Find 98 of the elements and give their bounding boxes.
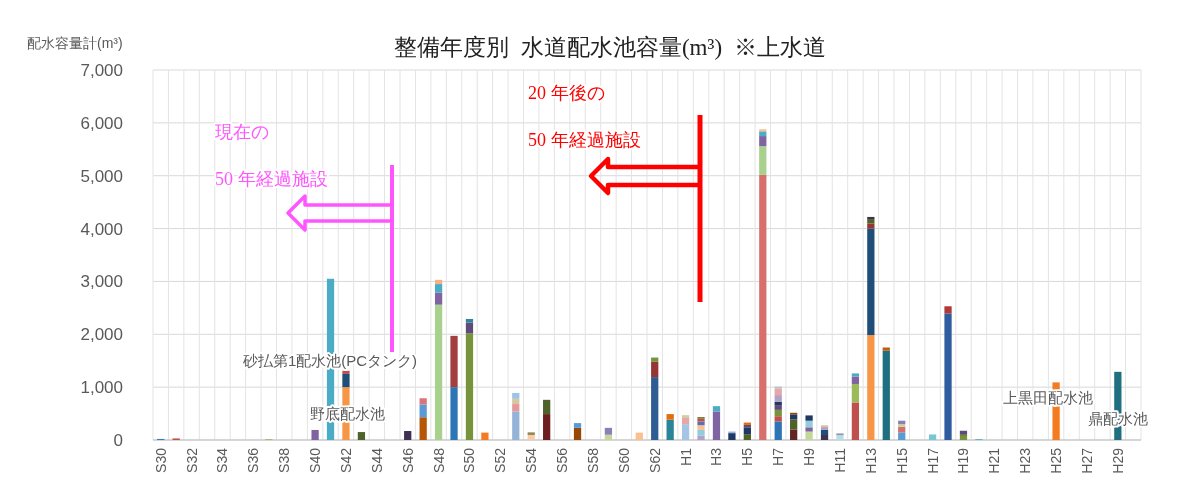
bar	[512, 411, 520, 440]
bar	[759, 131, 767, 137]
x-tick-label: S56	[554, 447, 571, 473]
bar	[928, 434, 937, 440]
bar	[774, 395, 782, 402]
bar	[543, 414, 551, 440]
y-tick-label: 1,000	[80, 378, 123, 398]
bar	[651, 357, 659, 362]
bar	[419, 417, 427, 440]
x-tick-label: H15	[893, 447, 910, 474]
x-tick-label: H17	[924, 447, 941, 474]
x-tick-label: S60	[615, 447, 632, 473]
x-tick-label: S54	[523, 447, 540, 473]
bar	[450, 387, 458, 440]
annotation: 50 年経過施設	[215, 169, 328, 189]
bar	[681, 424, 690, 440]
y-tick-label: 2,000	[80, 325, 123, 345]
x-tick-label: S48	[430, 447, 447, 473]
x-tick-label: S36	[245, 447, 262, 473]
bar	[697, 429, 705, 436]
bar	[419, 398, 427, 405]
x-tick-label: S42	[337, 447, 354, 473]
bar	[604, 427, 613, 435]
x-tick-label: H21	[986, 447, 1003, 474]
bar	[882, 347, 890, 351]
x-tick-label: S62	[646, 447, 663, 473]
y-tick-label: 4,000	[80, 219, 123, 239]
annotation: 50 年経過施設	[528, 130, 641, 150]
x-tick-label: H3	[708, 447, 725, 466]
x-tick-label: H5	[739, 447, 756, 466]
x-tick-label: S30	[152, 447, 169, 473]
x-tick-label: S58	[584, 447, 601, 473]
x-tick-label: H19	[955, 447, 972, 474]
bar	[959, 435, 968, 440]
x-tick-label: S52	[492, 447, 509, 473]
y-tick-label: 7,000	[80, 61, 123, 80]
bar	[666, 419, 674, 440]
bar	[867, 223, 875, 229]
x-tick-label: H7	[770, 447, 787, 466]
bar	[450, 335, 458, 388]
x-tick-label: S46	[399, 447, 416, 473]
bar	[434, 304, 443, 440]
bar	[465, 318, 474, 323]
x-tick-label: S34	[214, 447, 231, 473]
bar	[790, 429, 798, 440]
bar	[512, 392, 520, 399]
bar	[867, 335, 875, 440]
bar	[527, 434, 535, 440]
bar	[898, 432, 906, 440]
y-tick-label: 3,000	[80, 272, 123, 292]
x-tick-label: S44	[368, 447, 385, 473]
annotation: 現在の	[215, 122, 269, 142]
y-axis-title: 配水容量計(m³)	[27, 35, 123, 51]
bar	[867, 228, 875, 336]
bar	[759, 174, 767, 440]
bar	[512, 404, 520, 412]
bar	[573, 423, 582, 428]
x-tick-label: S32	[183, 447, 200, 473]
bar	[759, 129, 767, 132]
bar	[759, 146, 767, 175]
bar	[666, 414, 674, 420]
bar	[465, 333, 474, 440]
bar	[851, 373, 860, 377]
x-tick-label: H29	[1109, 447, 1126, 474]
bar	[944, 306, 952, 314]
y-tick-label: 5,000	[80, 166, 123, 186]
x-tick-label: H11	[831, 447, 848, 473]
bar	[774, 388, 782, 396]
bar	[651, 361, 659, 378]
bar	[342, 373, 350, 388]
bar	[419, 404, 427, 418]
bar	[836, 435, 844, 440]
x-tick-label: H23	[1017, 447, 1034, 474]
y-tick-label: 6,000	[80, 113, 123, 133]
x-tick-label: H25	[1048, 447, 1065, 474]
bar	[944, 313, 952, 440]
bar	[527, 432, 535, 435]
x-tick-label: S50	[461, 447, 478, 473]
y-tick-label: 0	[113, 431, 123, 450]
bar	[851, 383, 860, 403]
bar	[481, 432, 489, 440]
bar	[820, 429, 829, 435]
bar	[805, 420, 813, 428]
bar	[434, 279, 443, 285]
x-tick-label: S38	[276, 447, 293, 473]
bar	[882, 350, 890, 440]
chart-title: 整備年度別 水道配水池容量(m³) ※上水道	[394, 35, 826, 60]
bar	[512, 398, 520, 405]
bar	[651, 377, 659, 440]
x-tick-label: S40	[307, 447, 324, 473]
annotation: 上黒田配水池	[1003, 389, 1093, 406]
x-tick-label: H13	[862, 447, 879, 474]
x-tick-label: H9	[801, 447, 818, 466]
bar	[573, 427, 582, 440]
bar	[774, 421, 782, 440]
x-tick-label: H1	[677, 447, 694, 466]
annotation: 20 年後の	[528, 83, 605, 103]
x-tick-label: H27	[1078, 447, 1095, 474]
